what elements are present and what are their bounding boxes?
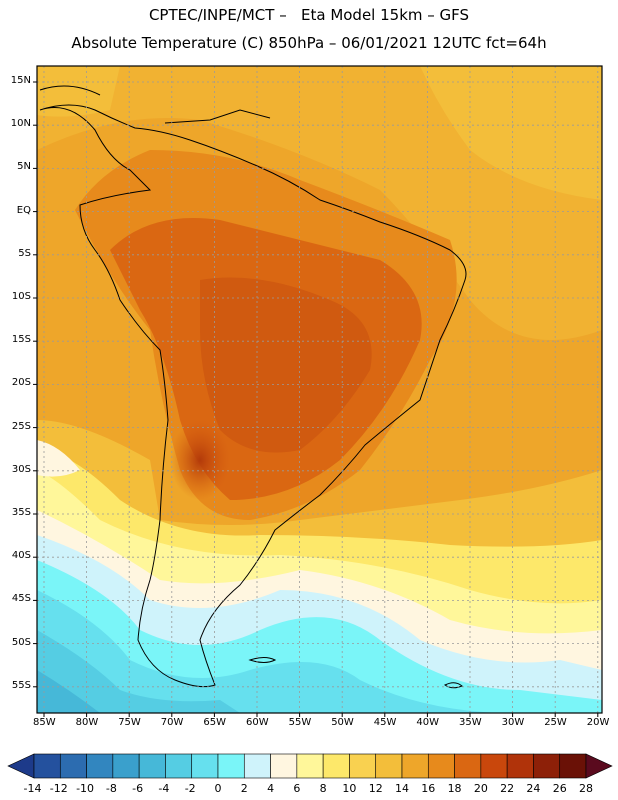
colorbar-swatch bbox=[375, 753, 403, 779]
colorbar-swatch bbox=[33, 753, 61, 779]
colorbar-label: 4 bbox=[267, 782, 275, 795]
lon-label: 50W bbox=[331, 717, 354, 728]
colorbar-swatch bbox=[59, 753, 87, 779]
lat-label: 5N bbox=[17, 161, 31, 173]
colorbar-swatch bbox=[533, 753, 561, 779]
lon-label: 55W bbox=[288, 717, 312, 728]
colorbar-label: -14 bbox=[23, 782, 42, 795]
lon-label: 80W bbox=[75, 717, 99, 728]
colorbar-label: 0 bbox=[214, 782, 222, 795]
colorbar-label: 8 bbox=[319, 782, 327, 795]
lat-label: 55S bbox=[11, 679, 31, 691]
colorbar-label: -8 bbox=[105, 782, 117, 795]
colorbar-swatch bbox=[191, 753, 219, 779]
colorbar-swatch bbox=[559, 753, 587, 779]
axis-ticks bbox=[33, 81, 599, 717]
lat-label: 45S bbox=[11, 593, 31, 605]
lon-label: 70W bbox=[160, 717, 184, 728]
lat-label: 10S bbox=[11, 291, 31, 302]
lon-label: 35W bbox=[459, 717, 482, 728]
colorbar bbox=[7, 753, 613, 779]
lon-label: 45W bbox=[373, 717, 397, 728]
chart-title-line2: Absolute Temperature (C) 850hPa – 06/01/… bbox=[71, 34, 547, 52]
temperature-field bbox=[37, 66, 602, 713]
lon-label: 20W bbox=[586, 717, 610, 728]
colorbar-label: 20 bbox=[473, 782, 488, 795]
colorbar-swatch bbox=[480, 753, 508, 779]
colorbar-label: -2 bbox=[184, 782, 196, 795]
lat-label: 20S bbox=[11, 377, 31, 389]
colorbar-label: 10 bbox=[342, 782, 357, 795]
colorbar-label: -6 bbox=[132, 782, 144, 795]
colorbar-label: -10 bbox=[76, 782, 95, 795]
colorbar-swatch bbox=[243, 753, 271, 779]
lat-label: 10N bbox=[10, 118, 31, 130]
colorbar-swatch bbox=[86, 753, 114, 779]
colorbar-label: 6 bbox=[293, 782, 301, 795]
colorbar-label: -12 bbox=[49, 782, 68, 795]
lat-label: EQ bbox=[16, 204, 31, 216]
chart-title-line1: CPTEC/INPE/MCT – Eta Model 15km – GFS bbox=[148, 6, 470, 24]
lon-label: 60W bbox=[246, 717, 269, 728]
colorbar-swatch bbox=[427, 753, 455, 779]
colorbar-swatch bbox=[296, 753, 324, 779]
colorbar-label: 12 bbox=[368, 782, 383, 795]
lat-label: 15S bbox=[11, 334, 31, 346]
colorbar-label: 22 bbox=[500, 782, 515, 795]
colorbar-high-arrow bbox=[585, 753, 613, 779]
lon-label: 30W bbox=[501, 717, 525, 728]
lat-lon-grid bbox=[37, 66, 602, 713]
lon-label: 25W bbox=[544, 717, 567, 728]
colorbar-swatch bbox=[454, 753, 482, 779]
lat-label: 30S bbox=[11, 463, 31, 475]
colorbar-low-arrow bbox=[7, 753, 35, 779]
colorbar-swatch bbox=[217, 753, 245, 779]
colorbar-swatch bbox=[506, 753, 534, 779]
colorbar-swatch bbox=[349, 753, 377, 779]
colorbar-swatch bbox=[165, 753, 193, 779]
lon-label: 40W bbox=[416, 717, 440, 728]
map-frame bbox=[36, 65, 603, 714]
colorbar-label: 14 bbox=[395, 782, 409, 795]
coastline bbox=[39, 85, 467, 689]
colorbar-label: -4 bbox=[158, 782, 170, 795]
lat-label: 5S bbox=[18, 247, 31, 259]
colorbar-swatch bbox=[401, 753, 429, 779]
colorbar-swatch bbox=[322, 753, 350, 779]
colorbar-label: 16 bbox=[421, 782, 436, 795]
lon-label: 65W bbox=[203, 717, 227, 728]
lon-label: 85W bbox=[33, 717, 56, 728]
lat-label: 25S bbox=[11, 420, 31, 432]
lat-label: 15N bbox=[10, 75, 31, 86]
lon-label: 75W bbox=[118, 717, 141, 728]
lat-label: 40S bbox=[11, 550, 31, 562]
colorbar-label: 28 bbox=[579, 782, 593, 795]
colorbar-label: 18 bbox=[447, 782, 462, 795]
lat-label: 50S bbox=[11, 636, 31, 648]
colorbar-label: 24 bbox=[526, 782, 541, 795]
colorbar-swatch bbox=[112, 753, 140, 779]
colorbar-swatch bbox=[270, 753, 298, 779]
lat-label: 35S bbox=[11, 507, 31, 518]
colorbar-label: 26 bbox=[552, 782, 567, 795]
colorbar-label: 2 bbox=[240, 782, 248, 795]
colorbar-swatch bbox=[138, 753, 166, 779]
